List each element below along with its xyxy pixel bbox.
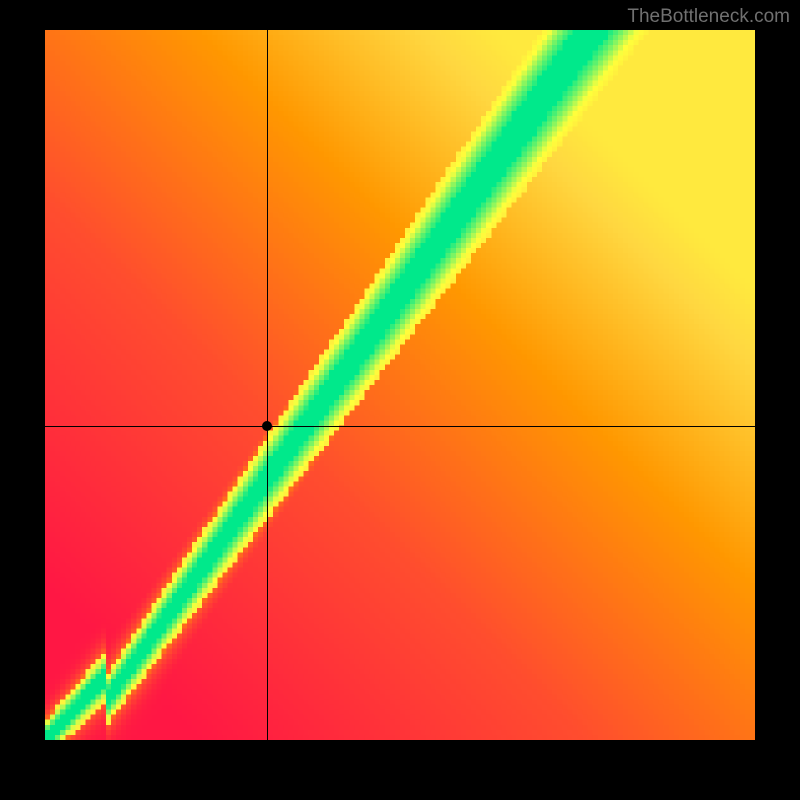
heatmap-canvas <box>45 30 755 740</box>
crosshair-dot <box>262 421 272 431</box>
crosshair-horizontal <box>45 426 755 427</box>
plot-area <box>45 30 755 740</box>
crosshair-vertical <box>267 30 268 740</box>
watermark-text: TheBottleneck.com <box>627 6 790 28</box>
